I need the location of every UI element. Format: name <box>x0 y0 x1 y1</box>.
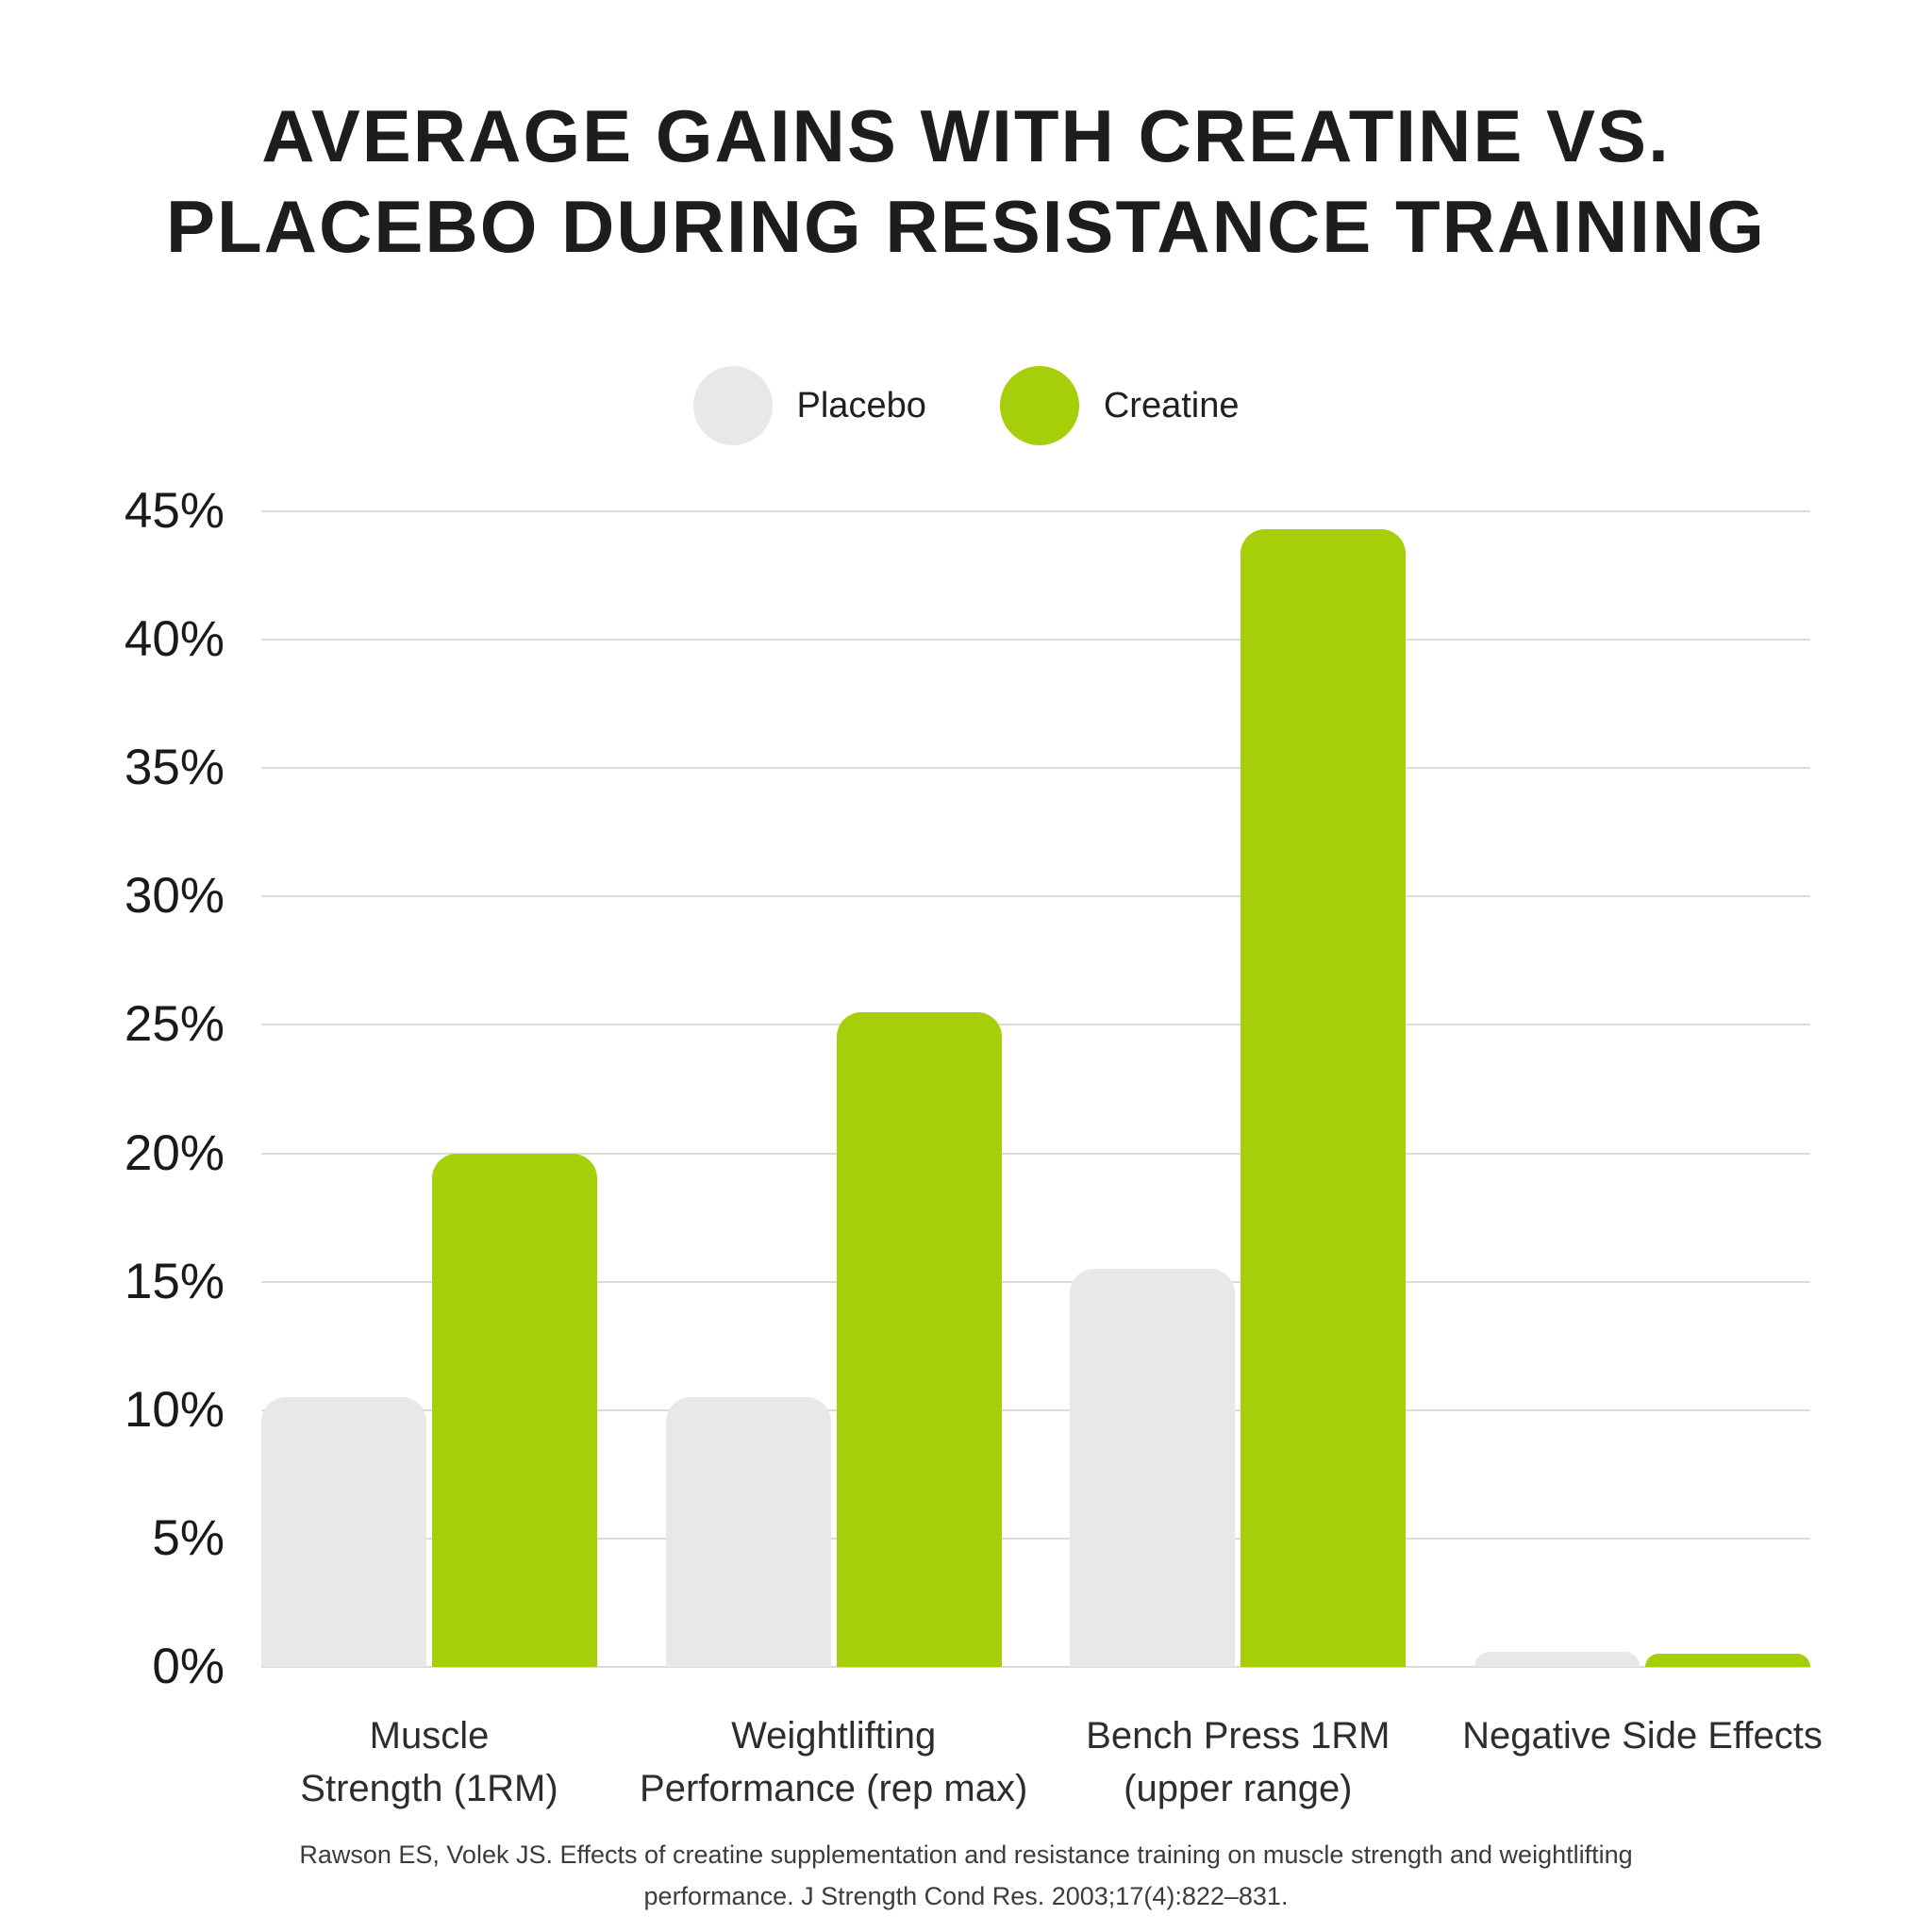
y-tick-label-30%: 30% <box>124 868 225 924</box>
citation-line2: performance. J Strength Cond Res. 2003;1… <box>643 1882 1289 1910</box>
category-label-3: Bench Press 1RM (upper range) <box>1086 1715 1391 1809</box>
bar-creatine-3 <box>1241 529 1407 1667</box>
category-label-4: Negative Side Effects <box>1462 1715 1823 1757</box>
bar-placebo-1 <box>261 1397 426 1667</box>
chart-legend: Placebo Creatine <box>0 366 1932 445</box>
y-tick-label-20%: 20% <box>124 1124 225 1181</box>
bar-placebo-3 <box>1070 1269 1236 1667</box>
category-label-1: Muscle Strength (1RM) <box>300 1715 558 1809</box>
y-tick-label-35%: 35% <box>124 740 225 796</box>
source-citation: Rawson ES, Volek JS. Effects of creatine… <box>0 1834 1932 1917</box>
gridline-15% <box>261 1280 1810 1283</box>
y-tick-label-5%: 5% <box>152 1509 225 1566</box>
bar-creatine-4 <box>1645 1654 1810 1667</box>
y-tick-label-0%: 0% <box>152 1639 225 1694</box>
legend-item-creatine: Creatine <box>999 366 1240 445</box>
y-tick-label-15%: 15% <box>124 1253 225 1309</box>
bar-creatine-2 <box>836 1011 1002 1667</box>
chart-title-line1: AVERAGE GAINS WITH CREATINE VS. <box>261 94 1671 177</box>
chart-title-line2: PLACEBO DURING RESISTANCE TRAINING <box>166 185 1766 268</box>
placebo-swatch <box>692 366 773 445</box>
bar-placebo-4 <box>1474 1651 1640 1667</box>
gridline-20% <box>261 1152 1810 1155</box>
y-tick-label-45%: 45% <box>124 483 225 539</box>
citation-line1: Rawson ES, Volek JS. Effects of creatine… <box>299 1840 1633 1869</box>
legend-item-placebo: Placebo <box>692 366 926 445</box>
category-label-2: Weightlifting Performance (rep max) <box>640 1715 1028 1809</box>
y-tick-label-40%: 40% <box>124 611 225 668</box>
creatine-swatch <box>999 366 1079 445</box>
bar-creatine-1 <box>432 1153 597 1667</box>
gridline-5% <box>261 1537 1810 1540</box>
gridline-25% <box>261 1024 1810 1026</box>
gridline-30% <box>261 895 1810 898</box>
y-tick-label-25%: 25% <box>124 996 225 1053</box>
legend-label-creatine: Creatine <box>1103 385 1240 425</box>
gridline-35% <box>261 767 1810 770</box>
legend-label-placebo: Placebo <box>796 385 926 425</box>
gridline-0% <box>261 1666 1810 1668</box>
gridline-10% <box>261 1408 1810 1411</box>
y-tick-label-10%: 10% <box>124 1381 225 1438</box>
chart-title: AVERAGE GAINS WITH CREATINE VS. PLACEBO … <box>0 91 1932 272</box>
bar-placebo-2 <box>665 1397 831 1667</box>
gridline-40% <box>261 639 1810 641</box>
gridline-45% <box>261 510 1810 512</box>
